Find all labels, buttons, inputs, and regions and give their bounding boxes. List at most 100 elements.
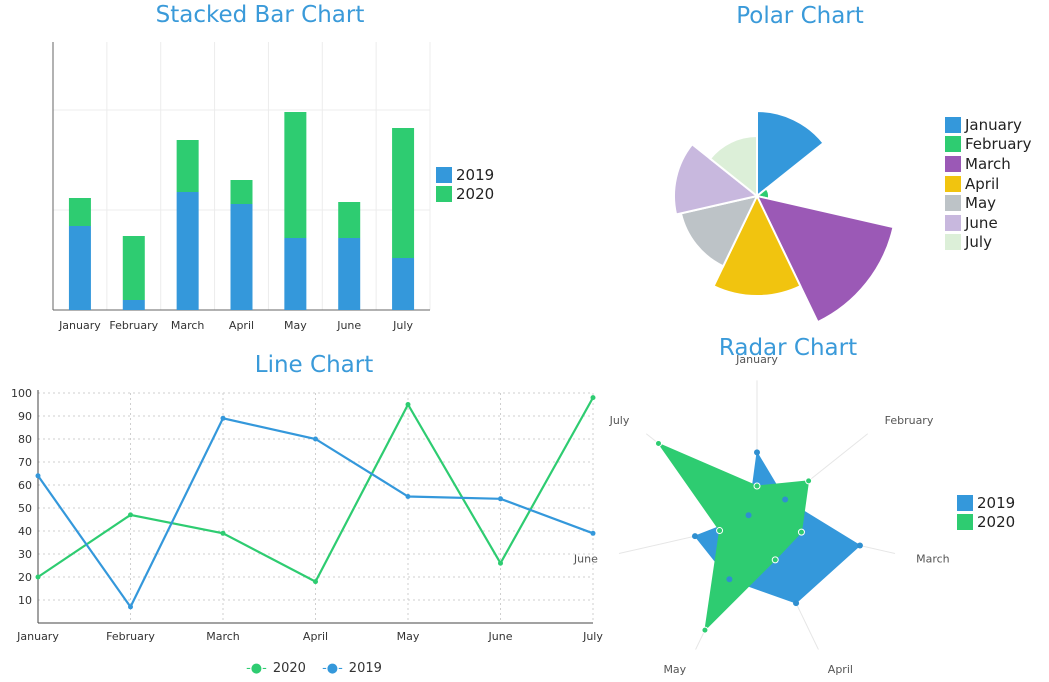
data-point-2020 <box>498 560 503 566</box>
y-tick-label: 70 <box>18 456 32 469</box>
polar-slice-june <box>673 142 760 216</box>
bar-2020-january <box>68 198 91 226</box>
stacked-bar-legend: 2019 2020 <box>436 165 494 204</box>
legend-item-april: April <box>945 174 1031 194</box>
radar-area-2020 <box>657 442 810 632</box>
legend-marker: -●- <box>322 661 343 676</box>
y-tick-label: 20 <box>18 571 32 584</box>
legend-swatch <box>436 166 452 183</box>
legend-item-2020: 2020 <box>436 185 494 205</box>
bar-2020-june <box>338 202 361 238</box>
radar-point-2020 <box>753 482 761 490</box>
polar-slice-may <box>679 194 759 268</box>
bar-2019-january <box>68 226 91 310</box>
x-tick-label: April <box>303 630 328 643</box>
radar-point-2019 <box>726 576 733 583</box>
radar-point-2020 <box>716 527 724 535</box>
polar-slice-july <box>708 134 758 199</box>
legend-swatch <box>436 186 452 203</box>
stacked-bar-chart: January February March April May June July <box>52 42 431 332</box>
radar-point-2020 <box>654 439 662 447</box>
line-title: Line Chart <box>254 352 374 378</box>
legend-item-february: February <box>945 135 1031 155</box>
radar-point-2020 <box>797 528 805 536</box>
bar-2020-may <box>284 112 307 238</box>
legend-swatch <box>945 116 961 133</box>
y-tick-label: 90 <box>18 410 32 423</box>
radar-point-2020 <box>805 477 813 485</box>
bar-2019-march <box>176 192 199 310</box>
legend-swatch <box>945 136 961 153</box>
data-point-2020 <box>405 402 411 407</box>
legend-label: 2019 <box>977 493 1016 512</box>
legend-marker: -●- <box>246 661 267 676</box>
x-tick-label: June <box>336 319 361 332</box>
data-point-2019 <box>220 415 226 421</box>
radar-point-2020 <box>771 556 779 564</box>
data-point-2019 <box>128 604 133 610</box>
x-tick-label: February <box>106 630 155 643</box>
legend-item-january: January <box>945 115 1031 135</box>
polar-slice-january <box>756 109 825 199</box>
line-panel: Line Chart <box>0 345 628 682</box>
bar-2020-april <box>230 180 253 204</box>
legend-item-july: July <box>945 233 1031 253</box>
y-tick-label: 80 <box>18 433 32 446</box>
polar-legend: January February March April May June Ju… <box>945 115 1031 252</box>
x-tick-label: February <box>109 319 158 332</box>
data-point-2020 <box>590 395 596 401</box>
data-point-2020 <box>313 579 318 585</box>
legend-item-2020: 2020 <box>957 513 1015 533</box>
y-tick-label: 30 <box>18 548 32 561</box>
legend-swatch <box>945 195 961 212</box>
x-tick-label: March <box>171 319 205 332</box>
data-point-2019 <box>498 496 503 502</box>
radar-axis-label: March <box>916 552 950 565</box>
stacked-bar-title: Stacked Bar Chart <box>155 2 365 28</box>
legend-item-march: March <box>945 154 1031 174</box>
stacked-bar-panel: Stacked Bar Chart January February March Ap… <box>0 0 520 345</box>
legend-item-june: June <box>945 213 1031 233</box>
radar-point-2019 <box>793 600 800 607</box>
radar-axis-label: July <box>609 414 630 427</box>
legend-swatch <box>945 155 961 172</box>
data-point-2019 <box>35 473 41 479</box>
data-point-2020 <box>128 512 133 518</box>
x-tick-label: April <box>229 319 254 332</box>
bar-2020-march <box>176 140 199 192</box>
legend-swatch <box>945 175 961 192</box>
legend-label: 2020 <box>977 513 1016 532</box>
bar-2019-may <box>284 238 307 310</box>
bar-2019-february <box>122 300 145 310</box>
legend-swatch <box>957 494 973 511</box>
x-tick-label: January <box>16 630 59 643</box>
y-tick-label: 40 <box>18 525 32 538</box>
legend-item-2020: -●- 2020 <box>243 661 309 676</box>
bar-2020-february <box>122 236 145 300</box>
radar-point-2019 <box>754 449 760 456</box>
radar-axis-label: May <box>663 663 686 676</box>
legend-swatch <box>957 514 973 531</box>
radar-legend: 2019 2020 <box>957 493 1015 532</box>
radar-point-2020 <box>701 626 709 634</box>
x-tick-label: May <box>284 319 307 332</box>
polar-title: Polar Chart <box>736 3 864 29</box>
bar-2019-july <box>392 258 415 310</box>
x-tick-label: January <box>58 319 101 332</box>
legend-item-2019: -●- 2019 <box>319 661 385 676</box>
data-point-2019 <box>313 436 318 442</box>
radar-panel: Radar Chart <box>628 330 1049 682</box>
legend-item-2019: 2019 <box>957 493 1015 513</box>
y-tick-label: 50 <box>18 502 32 515</box>
radar-point-2019 <box>691 533 698 540</box>
radar-point-2019 <box>745 512 752 519</box>
legend-label: 2019 <box>348 661 382 676</box>
legend-item-2019: 2019 <box>436 165 494 185</box>
bar-2019-june <box>338 238 361 310</box>
radar-title: Radar Chart <box>718 335 858 361</box>
polar-slice-april <box>712 193 802 297</box>
y-tick-label: 10 <box>18 594 32 607</box>
